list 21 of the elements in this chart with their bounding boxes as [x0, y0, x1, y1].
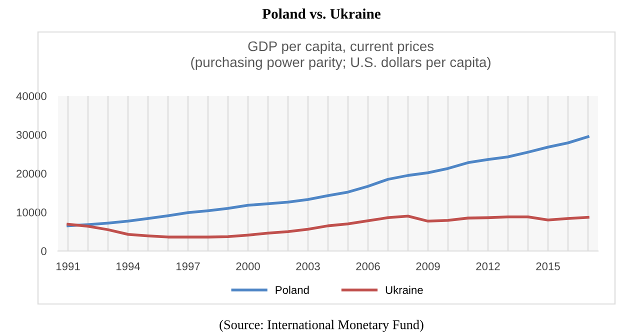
x-tick-label: 1991 — [56, 262, 80, 270]
x-tick-label: 2000 — [236, 262, 260, 270]
y-tick-label: 0 — [41, 247, 46, 256]
x-tick-label: 1994 — [116, 262, 140, 270]
line-series — [66, 135, 590, 228]
y-tick-label: 40000 — [16, 92, 46, 100]
y-tick-label: 10000 — [16, 208, 46, 216]
y-tick-label: 20000 — [16, 170, 46, 178]
line-series — [66, 214, 590, 238]
y-tick-label: 30000 — [16, 131, 46, 139]
x-tick-label: 1997 — [176, 262, 200, 270]
chart-subtitle: GDP per capita, current prices (purchasing power parity; U.S. dollars per capita) — [191, 40, 490, 70]
text: (Source: International Monetary Fund) — [220, 320, 424, 332]
x-tick-label: 2012 — [476, 262, 500, 270]
x-tick-label: 2006 — [356, 262, 380, 270]
x-tick-label: 2009 — [416, 262, 440, 270]
legend-label: Ukraine — [386, 286, 423, 294]
chart-title: Poland vs. Ukraine — [262, 8, 380, 19]
legend-label: Poland — [276, 286, 309, 294]
x-tick-label: 2015 — [536, 262, 560, 270]
x-tick-label: 2003 — [296, 262, 320, 270]
